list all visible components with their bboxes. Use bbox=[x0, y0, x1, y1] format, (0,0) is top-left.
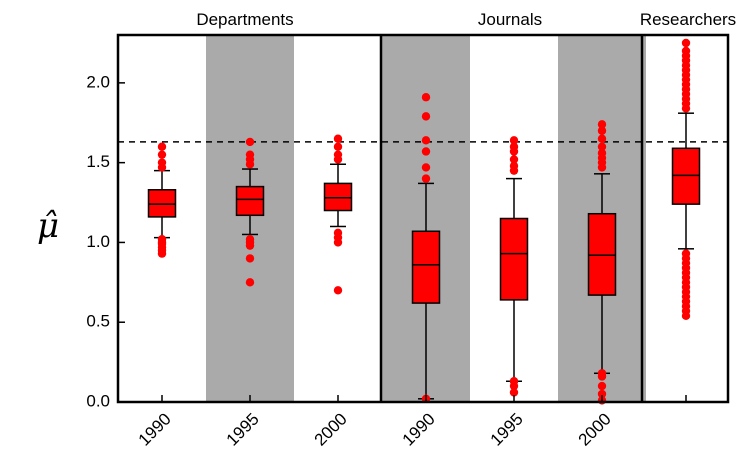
group-labels: Departments Journals Researchers bbox=[196, 10, 736, 29]
outlier-point bbox=[597, 126, 607, 135]
y-tick-label: 1.0 bbox=[86, 232, 110, 251]
outlier-point bbox=[597, 142, 607, 151]
box-series bbox=[147, 38, 701, 405]
x-tick-label: 1990 bbox=[399, 409, 439, 449]
box-iqr bbox=[587, 212, 617, 296]
y-axis-label: μ̂ bbox=[37, 206, 59, 246]
outlier-point bbox=[421, 174, 431, 183]
outlier-point bbox=[597, 120, 607, 129]
outlier-point bbox=[421, 112, 431, 121]
outlier-point bbox=[509, 388, 519, 397]
outlier-point bbox=[509, 377, 519, 386]
box-iqr bbox=[235, 185, 265, 217]
box-iqr bbox=[499, 217, 529, 301]
box-departments-1995 bbox=[235, 137, 265, 287]
box-journals-2000 bbox=[587, 120, 617, 405]
box-iqr bbox=[323, 182, 353, 212]
outlier-point bbox=[681, 46, 691, 56]
plot-border bbox=[116, 33, 730, 404]
group-label-journals: Journals bbox=[478, 10, 542, 29]
outlier-point bbox=[333, 142, 343, 151]
outlier-point bbox=[681, 249, 691, 258]
outlier-point bbox=[421, 93, 431, 102]
outlier-point bbox=[157, 142, 167, 151]
y-tick-label: 1.5 bbox=[86, 152, 110, 171]
box-iqr bbox=[411, 230, 441, 304]
outlier-point bbox=[333, 228, 343, 238]
box-departments-1990 bbox=[147, 142, 177, 258]
outlier-point bbox=[157, 158, 167, 167]
box-journals-1990 bbox=[411, 93, 441, 404]
outlier-point bbox=[333, 150, 343, 159]
outlier-point bbox=[509, 161, 519, 171]
group-label-departments: Departments bbox=[196, 10, 293, 29]
outlier-point bbox=[245, 254, 255, 263]
box-journals-1995 bbox=[499, 136, 529, 397]
group-label-researchers: Researchers bbox=[640, 10, 736, 29]
y-tick-label: 2.0 bbox=[86, 72, 110, 91]
x-tick-label: 1995 bbox=[223, 409, 263, 449]
x-tick-label: 1995 bbox=[487, 409, 527, 449]
outlier-point bbox=[597, 381, 607, 391]
outlier-point bbox=[157, 235, 167, 244]
outlier-point bbox=[333, 134, 343, 143]
outlier-point bbox=[509, 142, 519, 151]
plot-frame bbox=[116, 33, 730, 404]
outlier-point bbox=[245, 150, 255, 159]
box-researchers-all bbox=[671, 38, 701, 321]
x-tick-label: 2000 bbox=[311, 409, 351, 449]
outlier-point bbox=[681, 38, 691, 48]
box-iqr bbox=[147, 189, 177, 218]
outlier-point bbox=[509, 155, 519, 164]
box-departments-2000 bbox=[323, 134, 353, 295]
outlier-point bbox=[157, 150, 167, 159]
x-tick-label: 1990 bbox=[135, 409, 175, 449]
x-tick-label: 2000 bbox=[575, 409, 615, 449]
y-tick-label: 0.0 bbox=[86, 391, 110, 410]
outlier-point bbox=[597, 134, 607, 143]
outlier-point bbox=[245, 235, 255, 244]
outlier-point bbox=[245, 137, 255, 147]
outlier-point bbox=[597, 148, 607, 158]
outlier-point bbox=[421, 147, 431, 156]
box-iqr bbox=[671, 147, 701, 205]
outlier-point bbox=[597, 389, 607, 399]
outlier-point bbox=[421, 163, 431, 172]
outlier-point bbox=[597, 369, 607, 378]
y-tick-label: 0.5 bbox=[86, 312, 110, 331]
outlier-point bbox=[333, 286, 343, 295]
outlier-point bbox=[245, 278, 255, 287]
y-axis: 0.0 0.5 1.0 1.5 2.0 bbox=[86, 72, 125, 410]
outlier-point bbox=[509, 136, 519, 145]
outlier-point bbox=[421, 136, 431, 145]
